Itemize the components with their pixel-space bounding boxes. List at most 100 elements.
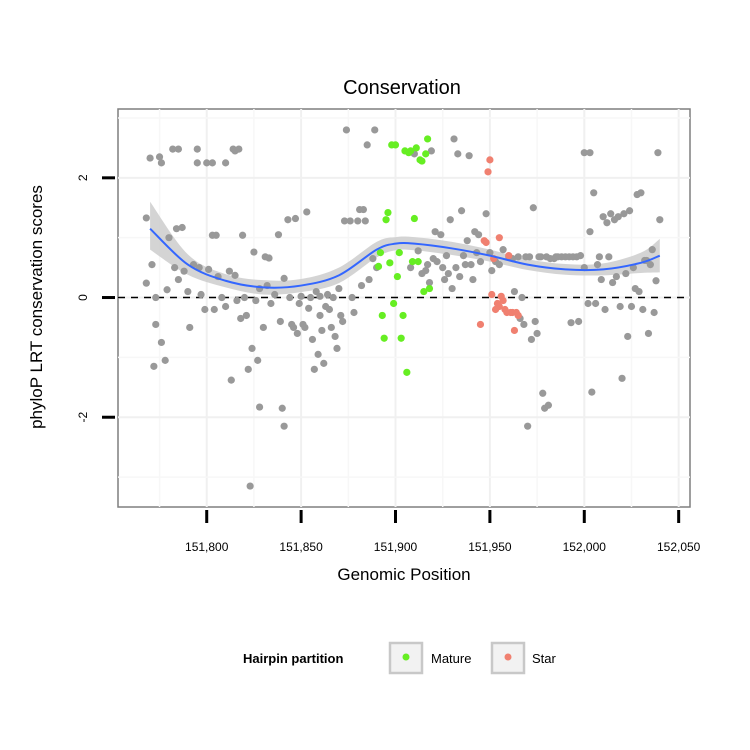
point-other (280, 274, 288, 282)
point-other (169, 145, 177, 153)
point-other (544, 401, 553, 409)
point-other (575, 317, 583, 326)
point-mature (422, 150, 430, 158)
point-other (597, 275, 605, 284)
point-other (208, 159, 216, 167)
point-other (467, 261, 475, 269)
point-other (339, 317, 347, 326)
legend: Hairpin partition Mature Star (243, 641, 557, 675)
point-other (590, 189, 598, 197)
point-other (306, 293, 315, 302)
point-other (286, 293, 294, 302)
point-other (454, 150, 462, 158)
point-other (276, 317, 284, 326)
smooth-line (149, 227, 661, 289)
point-other (335, 284, 343, 293)
point-other (274, 231, 283, 239)
point-other (259, 323, 267, 332)
point-other (340, 217, 349, 225)
point-other (325, 305, 334, 314)
point-mature (403, 368, 411, 376)
point-other (514, 253, 522, 261)
point-other (323, 290, 332, 299)
point-other (620, 210, 628, 218)
point-other (644, 329, 653, 338)
x-tick-label: 151,900 (374, 540, 418, 554)
y-axis-title: phyloP LRT conservation scores (27, 185, 46, 429)
point-other (414, 247, 422, 255)
point-other (605, 253, 613, 261)
point-star (476, 320, 485, 329)
point-other (337, 311, 345, 320)
point-other (350, 308, 358, 317)
point-other (203, 159, 211, 167)
point-other (580, 149, 588, 157)
point-other (539, 389, 547, 397)
point-other (329, 293, 337, 302)
point-other (469, 275, 477, 284)
point-other (369, 255, 377, 263)
point-other (444, 269, 452, 278)
point-other (278, 404, 286, 412)
point-other (152, 320, 160, 329)
point-other (346, 217, 354, 225)
point-other (291, 214, 300, 223)
x-tick-label: 152,050 (657, 540, 701, 554)
point-other (586, 228, 594, 236)
point-other (225, 267, 233, 275)
point-other (427, 147, 435, 155)
point-star (484, 168, 492, 176)
point-other (201, 305, 209, 314)
point-other (238, 231, 247, 239)
legend-title: Hairpin partition (243, 651, 343, 666)
point-mature (378, 311, 386, 320)
point-other (333, 344, 341, 352)
point-mature (407, 147, 415, 155)
point-other (327, 323, 335, 332)
point-other (371, 126, 379, 134)
point-other (301, 323, 309, 332)
point-other (431, 228, 439, 236)
point-mature (425, 284, 434, 293)
point-other (446, 216, 454, 224)
smooth-trend-line (149, 227, 661, 289)
point-mature (395, 249, 403, 257)
point-other (639, 305, 647, 314)
point-other (222, 159, 230, 167)
point-mature (374, 262, 383, 271)
point-other (499, 246, 507, 254)
point-other (155, 153, 164, 161)
point-mature (391, 141, 400, 149)
point-other (142, 279, 150, 287)
point-mature (380, 334, 388, 342)
point-mature (420, 287, 428, 296)
point-mature (393, 272, 401, 281)
point-other (318, 326, 326, 335)
point-star (482, 238, 490, 247)
point-other (186, 323, 194, 332)
point-other (142, 214, 150, 222)
point-other (348, 293, 356, 302)
point-other (316, 311, 324, 320)
point-other (310, 365, 318, 373)
point-other (463, 237, 471, 245)
point-other (172, 225, 181, 233)
x-axis-title: Genomic Position (337, 565, 470, 584)
point-other (625, 207, 634, 215)
point-mature (382, 216, 390, 224)
point-other (495, 261, 503, 269)
legend-label-mature: Mature (431, 651, 471, 666)
point-other (240, 293, 249, 302)
point-other (295, 299, 303, 308)
point-other (422, 266, 430, 275)
point-other (293, 329, 301, 338)
point-star (505, 252, 513, 260)
point-other (482, 210, 490, 218)
point-mature (423, 135, 432, 143)
point-other (289, 323, 298, 332)
point-other (524, 422, 532, 430)
point-mature (399, 311, 407, 320)
point-other (654, 149, 662, 157)
point-other (150, 362, 158, 370)
point-other (297, 292, 305, 300)
